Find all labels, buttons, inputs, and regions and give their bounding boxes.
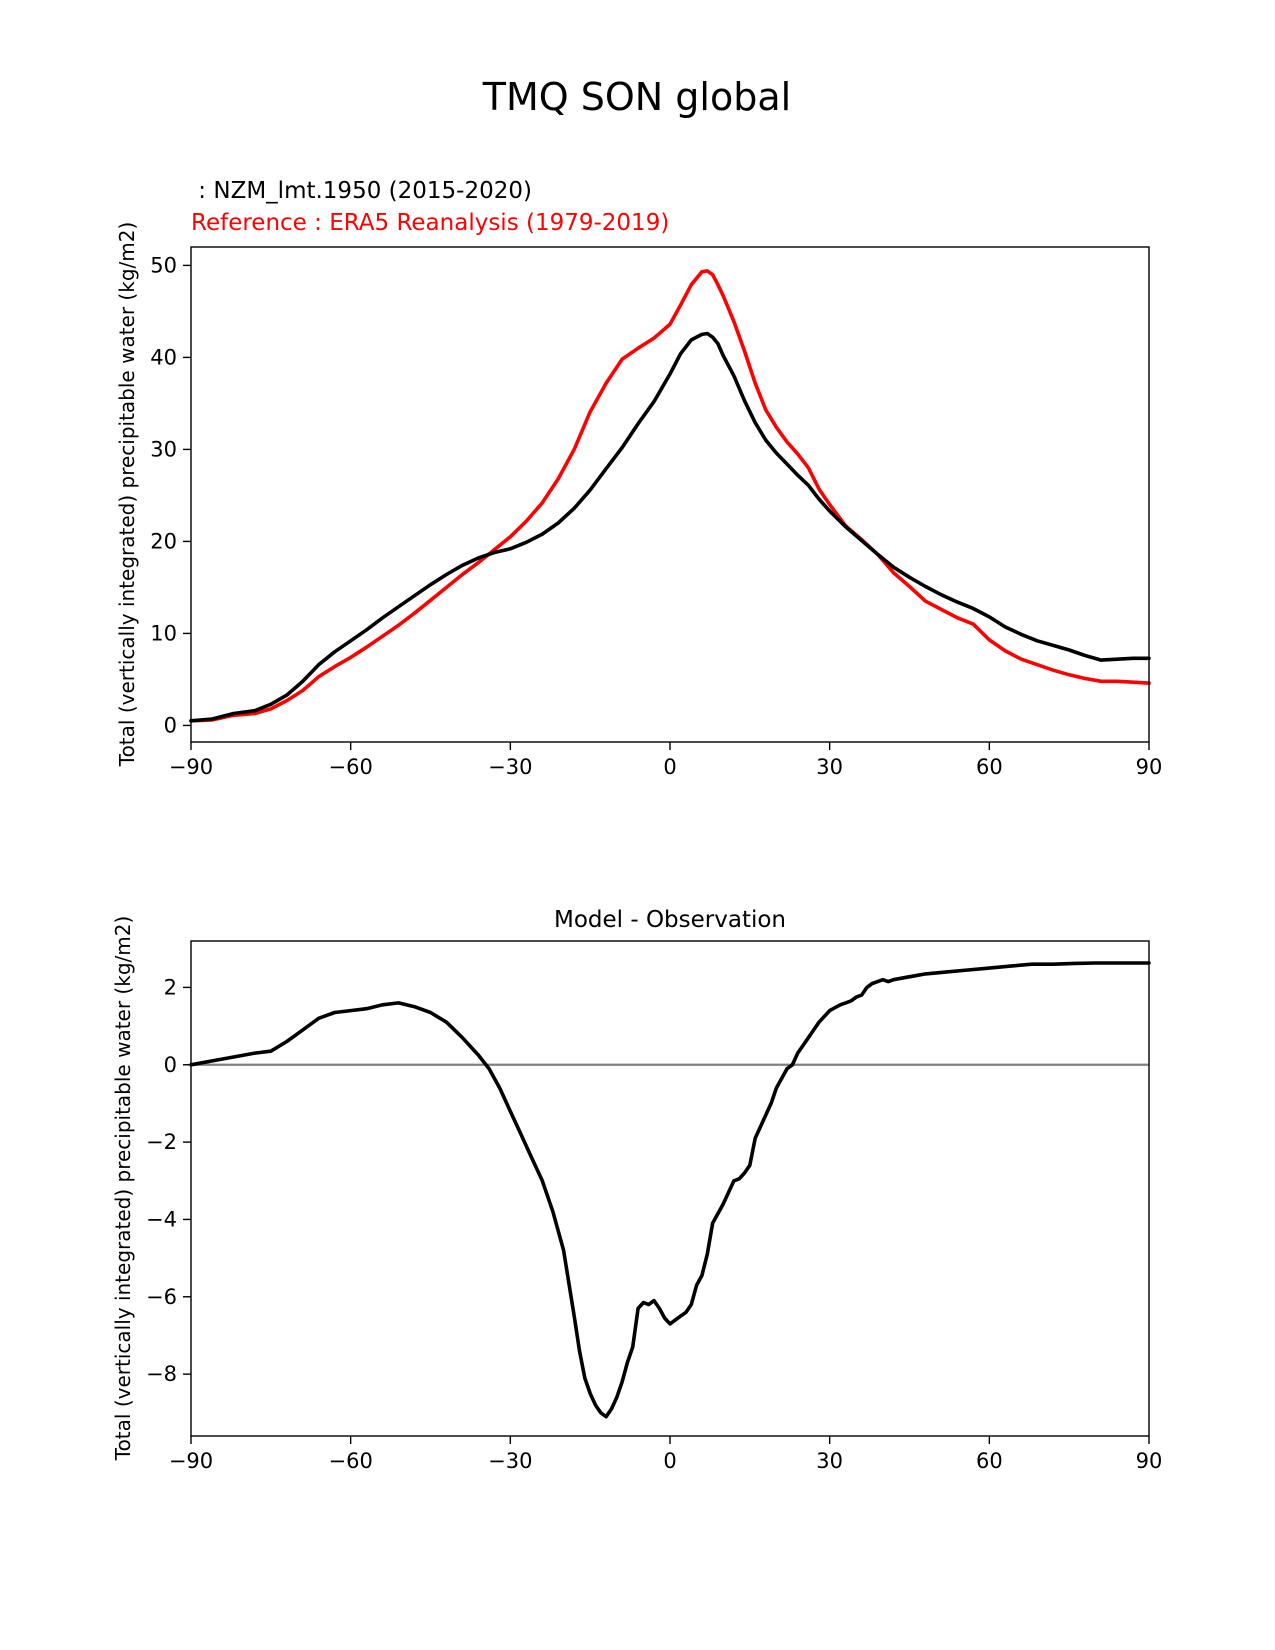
reference-subtitle: Reference : ERA5 Reanalysis (1979-2019) xyxy=(191,210,669,236)
bottom-chart-frame xyxy=(190,940,1150,1437)
figure-title: TMQ SON global xyxy=(482,75,791,119)
y-tick-label: 20 xyxy=(150,529,177,553)
y-tick-label: −8 xyxy=(146,1362,177,1386)
x-tick-label: 0 xyxy=(663,755,676,779)
bottom-chart-x-ticks: −90 −60 −30 0 30 60 90 xyxy=(169,1436,1163,1473)
top-chart-x-ticks: −90 −60 −30 0 30 60 90 xyxy=(169,742,1163,779)
top-chart-lines xyxy=(189,269,1151,723)
y-tick-label: −4 xyxy=(146,1207,177,1231)
x-tick-label: 90 xyxy=(1136,1449,1163,1473)
y-tick-label: 40 xyxy=(150,345,177,369)
x-tick-label: −60 xyxy=(329,1449,373,1473)
y-tick-label: 30 xyxy=(150,437,177,461)
x-tick-label: 0 xyxy=(663,1449,676,1473)
x-tick-label: −90 xyxy=(169,755,213,779)
top-chart-ylabel: Total (vertically integrated) precipitab… xyxy=(115,222,139,768)
bottom-chart-ylabel: Total (vertically integrated) precipitab… xyxy=(111,916,135,1462)
x-tick-label: −30 xyxy=(488,755,532,779)
x-tick-label: 60 xyxy=(976,1449,1003,1473)
x-tick-label: −90 xyxy=(169,1449,213,1473)
bottom-chart-title: Model - Observation xyxy=(554,907,786,933)
top-chart-y-ticks: 0 10 20 30 40 50 xyxy=(150,253,191,737)
x-tick-label: 90 xyxy=(1136,755,1163,779)
y-tick-label: 0 xyxy=(164,713,177,737)
bottom-chart-y-ticks: 2 0 −2 −4 −6 −8 xyxy=(146,975,191,1386)
series-line-0 xyxy=(189,961,1151,1419)
x-tick-label: 60 xyxy=(976,755,1003,779)
x-tick-label: 30 xyxy=(816,755,843,779)
y-tick-label: 0 xyxy=(164,1053,177,1077)
series-line-1 xyxy=(189,269,1151,723)
top-chart: : NZM_lmt.1950 (2015-2020) Reference : E… xyxy=(115,178,1162,779)
bottom-chart-lines xyxy=(189,961,1151,1419)
y-tick-label: −6 xyxy=(146,1285,177,1309)
y-tick-label: −2 xyxy=(146,1130,177,1154)
x-tick-label: −30 xyxy=(488,1449,532,1473)
y-tick-label: 10 xyxy=(150,621,177,645)
x-tick-label: −60 xyxy=(329,755,373,779)
y-tick-label: 50 xyxy=(150,253,177,277)
bottom-chart: Model - Observation −90 −60 −30 0 30 60 90 20−… xyxy=(111,907,1162,1473)
series-line-0 xyxy=(189,331,1151,723)
x-tick-label: 30 xyxy=(816,1449,843,1473)
model-subtitle: : NZM_lmt.1950 (2015-2020) xyxy=(191,178,532,204)
y-tick-label: 2 xyxy=(164,975,177,999)
